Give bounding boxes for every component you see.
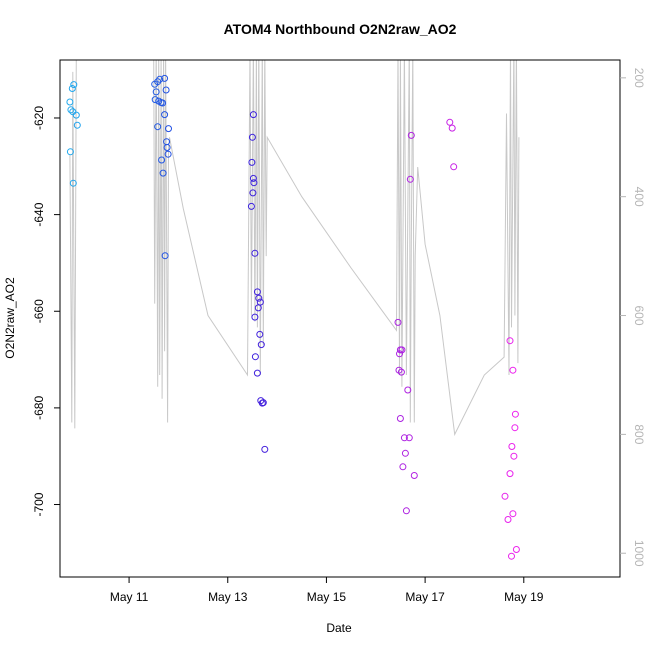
data-point xyxy=(66,98,74,106)
data-point xyxy=(402,507,410,515)
secondary-trace-layer xyxy=(69,60,520,437)
data-point xyxy=(401,449,409,457)
chart-title: ATOM4 Northbound O2N2raw_AO2 xyxy=(224,21,457,37)
data-point xyxy=(448,124,456,132)
data-point xyxy=(156,75,164,83)
data-point xyxy=(405,434,413,442)
data-point xyxy=(161,252,169,260)
right-y-tick-label: 400 xyxy=(632,187,646,207)
data-point xyxy=(253,369,261,377)
x-tick-label: May 11 xyxy=(110,590,149,604)
data-point xyxy=(68,85,76,92)
data-point xyxy=(161,74,169,82)
data-point xyxy=(394,318,402,326)
secondary-trace-line xyxy=(69,60,520,437)
data-point xyxy=(506,470,514,478)
data-point xyxy=(151,96,159,104)
data-point xyxy=(251,353,259,361)
data-point xyxy=(253,288,261,296)
data-point xyxy=(256,330,264,338)
x-tick-label: May 13 xyxy=(208,590,248,604)
data-point xyxy=(70,81,78,89)
data-point xyxy=(161,111,169,119)
data-point xyxy=(512,546,520,553)
data-point xyxy=(249,189,257,197)
data-point xyxy=(154,123,162,131)
data-point xyxy=(248,133,256,141)
right-y-tick-label: 600 xyxy=(632,306,646,326)
y-tick-label: -660 xyxy=(32,299,46,323)
data-point xyxy=(67,106,75,114)
data-point xyxy=(397,368,405,376)
data-point xyxy=(254,304,262,312)
data-point xyxy=(164,150,172,158)
y-tick-label: -640 xyxy=(32,202,46,226)
data-point xyxy=(261,445,269,453)
data-point xyxy=(165,125,172,133)
y-axis: -620 -640 -660 -680 -700 xyxy=(32,106,60,517)
data-point xyxy=(162,86,170,94)
data-point xyxy=(509,510,517,518)
x-tick-label: May 19 xyxy=(504,590,544,604)
data-point xyxy=(504,516,512,523)
data-point xyxy=(407,131,415,139)
data-point xyxy=(251,313,259,321)
data-point xyxy=(249,174,257,182)
plot-frame xyxy=(59,59,621,578)
data-point xyxy=(511,424,519,432)
x-tick-label: May 17 xyxy=(405,590,445,604)
data-point xyxy=(509,366,517,374)
right-y-tick-label: 800 xyxy=(632,424,646,444)
data-point xyxy=(257,341,265,349)
data-point xyxy=(511,410,519,418)
y-tick-label: -700 xyxy=(32,492,46,516)
data-point xyxy=(251,249,259,257)
x-axis: May 11 May 13 May 15 May 17 May 19 xyxy=(110,577,544,604)
data-point xyxy=(406,175,414,183)
data-point xyxy=(508,443,516,450)
data-point xyxy=(501,492,509,500)
data-point xyxy=(66,148,74,156)
data-point xyxy=(250,179,258,187)
x-axis-label: Date xyxy=(326,621,352,635)
y-tick-label: -620 xyxy=(32,106,46,130)
data-point xyxy=(255,294,263,302)
data-point xyxy=(450,163,458,171)
data-point xyxy=(446,118,454,126)
data-point xyxy=(396,415,404,422)
y-axis-label: O2N2raw_AO2 xyxy=(3,277,17,359)
data-point xyxy=(400,434,408,442)
data-point xyxy=(163,144,171,151)
data-points-layer xyxy=(66,74,520,560)
data-point xyxy=(510,452,518,460)
right-y-tick-label: 200 xyxy=(632,68,646,88)
data-point xyxy=(404,386,412,394)
data-point xyxy=(69,179,77,187)
data-point xyxy=(158,156,166,164)
data-point xyxy=(396,350,403,358)
data-point xyxy=(410,472,418,479)
data-point xyxy=(249,111,257,119)
y-tick-label: -680 xyxy=(32,396,46,420)
data-point xyxy=(247,202,255,210)
data-point xyxy=(73,121,81,129)
x-tick-label: May 15 xyxy=(307,590,347,604)
right-y-axis: 200 400 600 800 1000 xyxy=(620,68,646,567)
data-point xyxy=(508,552,515,560)
data-point xyxy=(506,337,514,345)
data-point xyxy=(248,158,256,166)
right-y-tick-label: 1000 xyxy=(632,540,646,567)
data-point xyxy=(152,88,160,96)
data-point xyxy=(399,463,407,471)
data-point xyxy=(72,111,80,119)
data-point xyxy=(258,399,266,407)
data-point xyxy=(159,169,167,177)
data-point xyxy=(159,99,167,107)
